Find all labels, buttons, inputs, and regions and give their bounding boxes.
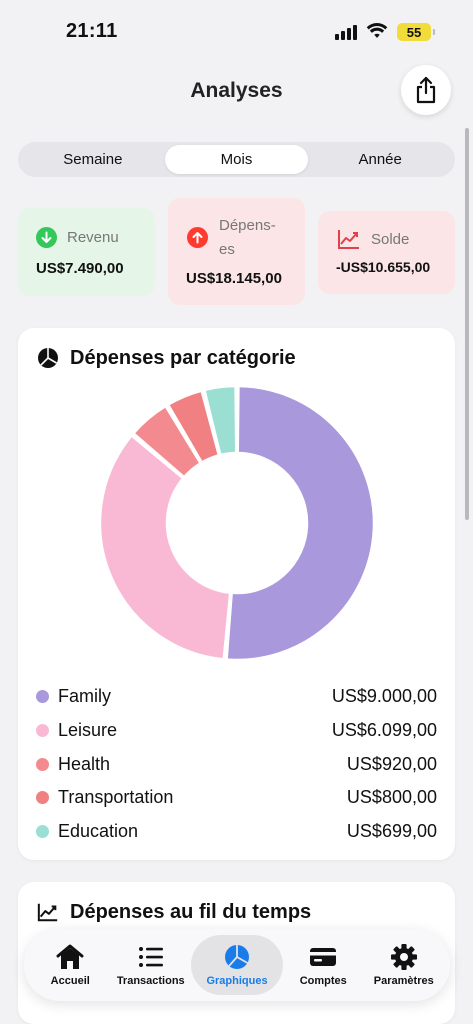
trend-chart-icon [338, 230, 359, 249]
legend-color-dot [36, 757, 49, 771]
time-panel-title: Dépenses au fil du temps [70, 901, 312, 923]
legend-item: Leisure US$6.099,00 [36, 714, 437, 748]
tab-week[interactable]: Semaine [63, 151, 123, 168]
legend-label: Health [58, 753, 111, 774]
expense-label: Dépens- es [219, 217, 276, 258]
balance-label: Solde [371, 230, 410, 248]
pie-chart-icon [38, 348, 58, 368]
arrow-down-circle-icon [36, 227, 57, 248]
card-icon [310, 948, 337, 966]
tab-month[interactable]: Mois [164, 145, 309, 174]
tab-transactions[interactable]: Transactions [111, 935, 192, 995]
legend-label: Transportation [58, 787, 174, 808]
legend-label: Family [58, 686, 111, 707]
tab-accounts[interactable]: Comptes [283, 935, 364, 995]
share-icon [416, 76, 436, 104]
tab-label: Transactions [116, 975, 185, 987]
legend-item: Family US$9.000,00 [36, 680, 437, 714]
legend-item: Transportation US$800,00 [36, 781, 437, 815]
donut-slice-transportation[interactable] [166, 389, 221, 464]
header: Analyses [0, 62, 473, 132]
income-amount: US$7.490,00 [36, 260, 124, 277]
chart-legend: Family US$9.000,00 Leisure US$6.099,00 Healt… [36, 680, 437, 848]
expense-amount: US$18.145,00 [186, 270, 282, 287]
legend-value: US$920,00 [346, 753, 437, 774]
legend-label: Leisure [58, 720, 118, 741]
donut-chart [98, 384, 376, 662]
expenses-by-category-panel: Dépenses par catégorie Family US$9.000,00… [18, 328, 455, 860]
legend-value: US$9.000,00 [331, 686, 437, 707]
donut-slice-education[interactable] [203, 384, 238, 457]
tab-settings[interactable]: Paramètres [364, 935, 445, 995]
list-icon [138, 947, 163, 967]
legend-value: US$6.099,00 [331, 720, 437, 741]
donut-slice-family[interactable] [225, 384, 376, 662]
legend-color-dot [36, 690, 49, 704]
legend-item: Health US$920,00 [36, 747, 437, 781]
period-selector: Semaine Mois Année [18, 142, 455, 177]
share-button[interactable] [401, 65, 451, 115]
battery-indicator: 55 [397, 23, 435, 41]
legend-color-dot [36, 825, 49, 839]
bottom-tab-bar: Accueil Transactions Graphiques Comptes [24, 929, 450, 1001]
tab-charts[interactable]: Graphiques [191, 935, 283, 995]
arrow-up-circle-icon [187, 227, 208, 248]
legend-item: Education US$699,00 [36, 815, 437, 849]
legend-value: US$800,00 [346, 787, 437, 808]
category-panel-title: Dépenses par catégorie [70, 347, 296, 369]
legend-label: Education [58, 821, 139, 842]
legend-color-dot [36, 791, 49, 805]
page-title: Analyses [190, 79, 283, 102]
status-bar: 21:11 55 [0, 0, 473, 62]
wifi-icon [366, 23, 388, 38]
balance-amount: -US$10.655,00 [336, 259, 431, 275]
scrollbar[interactable] [465, 128, 469, 520]
balance-card[interactable]: Solde -US$10.655,00 [318, 211, 455, 294]
tab-year[interactable]: Année [358, 151, 402, 168]
gear-icon [390, 944, 417, 970]
income-label: Revenu [67, 229, 119, 246]
home-icon [56, 944, 84, 969]
line-chart-icon [37, 903, 58, 922]
tab-home[interactable]: Accueil [30, 935, 111, 995]
income-card[interactable]: Revenu US$7.490,00 [18, 208, 155, 296]
legend-value: US$699,00 [346, 821, 437, 842]
tab-label: Accueil [50, 975, 90, 987]
tab-label: Paramètres [373, 975, 434, 987]
cellular-signal-icon [335, 24, 357, 40]
tab-label: Comptes [299, 975, 347, 987]
expense-card[interactable]: Dépens- es US$18.145,00 [168, 198, 305, 305]
tab-label: Graphiques [206, 975, 268, 987]
legend-color-dot [36, 724, 49, 738]
donut-slice-leisure[interactable] [98, 434, 232, 661]
status-time: 21:11 [66, 20, 118, 42]
donut-slice-health[interactable] [132, 404, 202, 479]
pie-chart-icon [225, 945, 249, 969]
